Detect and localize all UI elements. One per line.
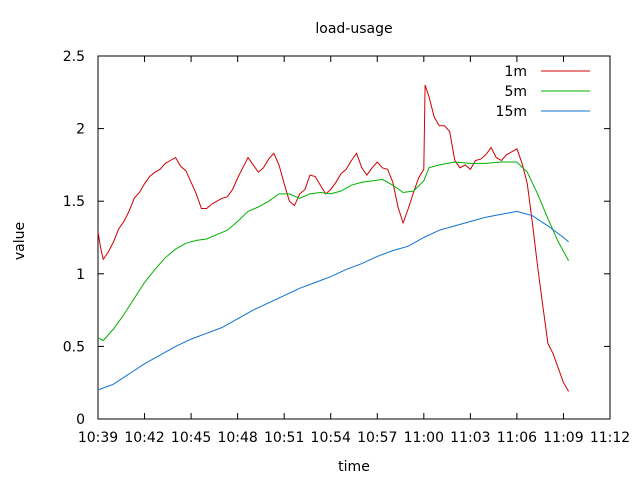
y-tick-label: 2 (76, 122, 85, 138)
y-tick-label: 1 (76, 267, 85, 283)
chart-title: load-usage (315, 21, 392, 37)
y-tick-label: 1.5 (63, 194, 85, 210)
series-line-1m (97, 84, 570, 392)
legend-label-15m: 15m (496, 104, 527, 120)
plot-frame (97, 55, 611, 420)
tick-layer: 0 0.5 1 1.5 2 2.5 10:39 10:42 10:45 10:48 10:51 10:… (63, 49, 630, 446)
x-tick-label: 10:54 (311, 430, 351, 446)
x-axis-label: time (338, 459, 370, 475)
legend-label-5m: 5m (504, 84, 527, 100)
y-tick-label: 2.5 (63, 49, 85, 65)
series-line-5m (97, 161, 570, 342)
x-tick-label: 11:03 (450, 430, 490, 446)
series-line-15m (97, 210, 569, 391)
x-tick-label: 11:00 (404, 430, 444, 446)
legend: 1m 5m 15m (496, 64, 590, 120)
x-tick-label: 10:39 (78, 430, 118, 446)
y-axis-label: value (12, 222, 28, 260)
legend-label-1m: 1m (504, 64, 527, 80)
x-tick-label: 11:06 (497, 430, 537, 446)
series-layer (97, 84, 570, 392)
x-tick-label: 10:57 (357, 430, 397, 446)
x-tick-label: 10:51 (264, 430, 304, 446)
x-tick-label: 11:12 (590, 430, 630, 446)
y-tick-label: 0.5 (63, 339, 85, 355)
x-tick-label: 10:42 (124, 430, 164, 446)
plot-frame-layer (97, 55, 611, 420)
x-tick-label: 10:45 (171, 430, 211, 446)
x-tick-label: 11:09 (543, 430, 583, 446)
x-tick-label: 10:48 (217, 430, 257, 446)
y-tick-label: 0 (76, 412, 85, 428)
